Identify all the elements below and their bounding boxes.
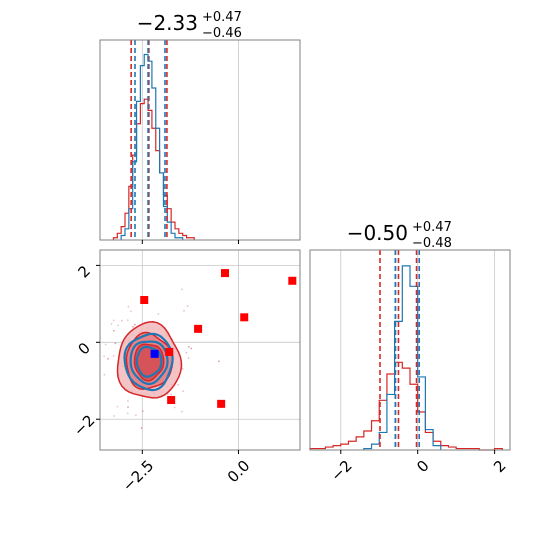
title-lower-error: −0.46 [202, 26, 242, 41]
square-marker [167, 396, 176, 404]
scatter-point [103, 355, 106, 358]
scatter-point [113, 415, 116, 417]
scatter-point [182, 390, 184, 392]
scatter-point [127, 406, 129, 408]
title-lower-error: −0.48 [412, 236, 452, 251]
square-marker [194, 324, 203, 333]
scatter-point [116, 405, 119, 408]
truth-marker [150, 349, 159, 358]
y-tick-labels: −2 0 2 [70, 262, 98, 440]
scatter-point [190, 347, 193, 350]
scatter-point [112, 319, 115, 322]
scatter-point [135, 414, 137, 417]
scatter-point [120, 319, 123, 322]
scatter-point [157, 313, 160, 315]
y-tick-label: 0 [74, 339, 93, 358]
histograms [309, 265, 503, 451]
quantile-lines [130, 40, 168, 240]
tick-marks [96, 264, 239, 454]
square-marker [165, 347, 174, 356]
x-tick-label: 2 [490, 457, 509, 476]
scatter-point [114, 342, 117, 345]
histogram-hist_b [309, 361, 503, 451]
panel-frame [99, 39, 301, 241]
scatter-point [181, 367, 184, 370]
x-tick-label: 0.0 [224, 457, 254, 487]
scatter-point [173, 406, 176, 409]
scatter-point [133, 323, 136, 326]
square-marker [288, 276, 297, 285]
x-tick-label: 0 [413, 457, 432, 476]
scatter-point [117, 324, 119, 327]
scatter-point [181, 288, 183, 291]
y-tick-label: 2 [74, 262, 93, 281]
joint-panel: −2.5 0.0 −2 0 2 [70, 249, 301, 495]
x-tick-labels: −2 0 2 [327, 457, 509, 485]
marginal-panel-y: −2 0 2 −0.50 +0.47 −0.48 [309, 220, 511, 485]
scatter-point [132, 325, 135, 328]
scatter-point [185, 351, 188, 354]
blue-contour [123, 332, 174, 392]
square-marker [240, 313, 249, 322]
square-marker [221, 269, 229, 278]
title-value: −0.50 [347, 221, 408, 245]
scatter-point [140, 427, 143, 429]
histogram-hist_b [112, 98, 195, 240]
panel-frame [309, 249, 511, 451]
scatter-point [141, 410, 144, 413]
histogram-hist_a [363, 265, 442, 450]
marker-points [140, 269, 297, 408]
blue-contour [129, 340, 169, 386]
scatter-point [187, 357, 190, 359]
contours [116, 321, 183, 399]
scatter-point [187, 345, 190, 348]
tick-marks [141, 240, 239, 244]
panel-title: −2.33 +0.47 −0.46 [137, 10, 242, 41]
histograms [112, 53, 195, 240]
grid-lines [100, 250, 300, 450]
scatter-point [126, 412, 129, 415]
scatter-point [107, 357, 109, 360]
scatter-point [127, 400, 129, 402]
x-tick-label: −2 [327, 457, 355, 485]
scatter-point [110, 322, 113, 325]
square-marker [217, 399, 226, 408]
scatter-point [177, 383, 180, 386]
histogram-hist_a [120, 53, 184, 240]
marginal-panel-x: −2.33 +0.47 −0.46 [99, 10, 301, 244]
grid-lines [141, 40, 239, 240]
scatter-point [126, 319, 129, 322]
x-tick-labels: −2.5 0.0 [119, 457, 254, 495]
scatter-point [104, 343, 107, 346]
scatter-point [112, 354, 115, 357]
title-upper-error: +0.47 [202, 10, 242, 25]
square-marker [140, 296, 149, 304]
blue-contour [135, 345, 163, 378]
panel-title: −0.50 +0.47 −0.48 [347, 220, 452, 251]
title-upper-error: +0.47 [412, 220, 452, 235]
scatter-point [103, 373, 106, 376]
title-value: −2.33 [137, 11, 198, 35]
x-tick-label: −2.5 [119, 457, 157, 495]
scatter-point [112, 329, 115, 332]
scatter-point [181, 410, 183, 413]
scatter-point [218, 360, 220, 363]
scatter-point [186, 305, 189, 307]
tick-marks [340, 450, 496, 454]
quantile-lines [379, 250, 421, 450]
y-tick-label: −2 [70, 411, 98, 439]
scatter-point [183, 309, 185, 312]
scatter-point [129, 310, 132, 313]
scatter-point [170, 393, 173, 396]
panel-frame [99, 249, 301, 451]
scatter-point [127, 305, 130, 308]
